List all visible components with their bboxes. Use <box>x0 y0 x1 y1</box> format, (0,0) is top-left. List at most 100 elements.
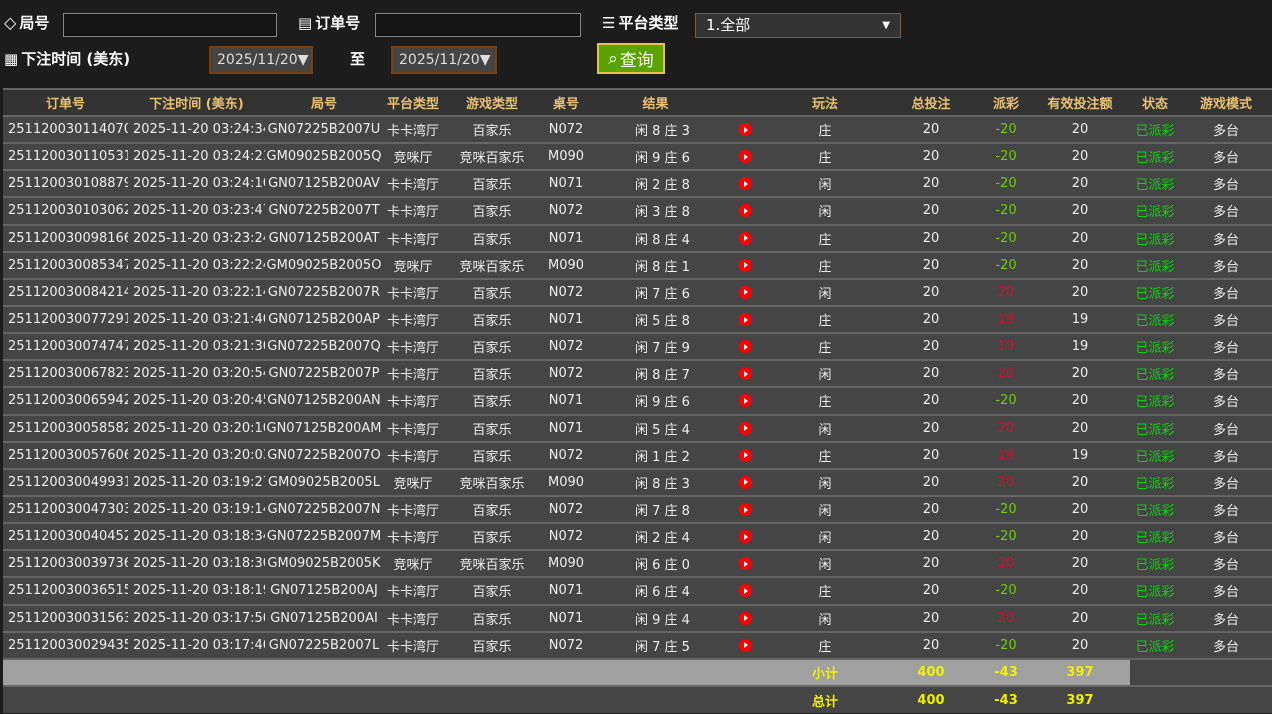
game-mode-cell: 多台 <box>1180 169 1272 198</box>
round-id-cell: GN07125B200AI <box>265 603 383 632</box>
order-id-cell: 251120030098166 <box>3 223 128 252</box>
play-video-icon[interactable] <box>738 150 752 164</box>
date-from-picker[interactable]: 2025/11/20▼ <box>209 46 313 74</box>
play-video-icon[interactable] <box>738 530 752 544</box>
play-video-icon[interactable] <box>738 285 752 299</box>
table-row[interactable]: 251120030103062 2025-11-20 03:23:47 GN0722… <box>3 196 1272 225</box>
video-cell <box>720 142 770 171</box>
play-video-icon[interactable] <box>738 611 752 625</box>
payout-cell: -20 <box>982 169 1030 198</box>
table-row[interactable]: 251120030036515 2025-11-20 03:18:19 GN0712… <box>3 576 1272 605</box>
table-row[interactable]: 251120030040452 2025-11-20 03:18:34 GN0722… <box>3 522 1272 551</box>
table-row[interactable]: 251120030029435 2025-11-20 03:17:40 GN0722… <box>3 630 1272 659</box>
valid-bet-cell: 20 <box>1030 277 1130 306</box>
result-cell: 闲 8 庄 3 <box>591 467 720 496</box>
game-mode-cell: 多台 <box>1180 223 1272 252</box>
game-mode-cell: 多台 <box>1180 440 1272 469</box>
query-button[interactable]: ⌕ 查询 <box>597 43 665 74</box>
column-header <box>720 88 770 116</box>
video-cell <box>720 223 770 252</box>
column-header: 局号 <box>265 88 383 116</box>
column-header: 游戏模式 <box>1180 88 1272 116</box>
order-input[interactable] <box>375 13 581 37</box>
play-video-icon[interactable] <box>738 123 752 137</box>
platform-cell: 卡卡湾厅 <box>383 413 443 442</box>
bet-time-cell: 2025-11-20 03:24:10 <box>128 169 265 198</box>
total-bet-cell: 20 <box>880 250 982 279</box>
play-video-icon[interactable] <box>738 204 752 218</box>
order-id-cell: 251120030103062 <box>3 196 128 225</box>
payout-cell: -20 <box>982 576 1030 605</box>
play-video-icon[interactable] <box>738 340 752 354</box>
result-cell: 闲 8 庄 1 <box>591 250 720 279</box>
table-row[interactable]: 251120030077291 2025-11-20 03:21:40 GN0712… <box>3 304 1272 334</box>
game-type-cell: 百家乐 <box>443 196 541 225</box>
table-row[interactable]: 251120030114070 2025-11-20 03:24:34 GN0722… <box>3 114 1272 144</box>
total-bet-cell: 20 <box>880 549 982 578</box>
status-cell: 已派彩 <box>1130 549 1180 578</box>
table-row[interactable]: 251120030047303 2025-11-20 03:19:14 GN0722… <box>3 494 1272 524</box>
bet-type-cell: 庄 <box>770 250 880 279</box>
status-cell: 已派彩 <box>1130 630 1180 659</box>
bet-type-cell: 庄 <box>770 332 880 361</box>
game-type-cell: 百家乐 <box>443 603 541 632</box>
play-video-icon[interactable] <box>738 177 752 191</box>
play-video-icon[interactable] <box>738 258 752 272</box>
result-cell: 闲 9 庄 6 <box>591 386 720 415</box>
column-header: 桌号 <box>541 88 591 116</box>
play-video-icon[interactable] <box>738 367 752 381</box>
game-mode-cell: 多台 <box>1180 386 1272 415</box>
order-id-cell: 251120030110531 <box>3 142 128 171</box>
column-header: 玩法 <box>770 88 880 116</box>
play-video-icon[interactable] <box>738 421 752 435</box>
play-video-icon[interactable] <box>738 448 752 462</box>
status-cell: 已派彩 <box>1130 440 1180 469</box>
play-video-icon[interactable] <box>738 557 752 571</box>
play-video-icon[interactable] <box>738 394 752 408</box>
platform-cell: 卡卡湾厅 <box>383 386 443 415</box>
table-row[interactable]: 251120030110531 2025-11-20 03:24:21 GM0902… <box>3 142 1272 171</box>
valid-bet-cell: 20 <box>1030 467 1130 496</box>
table-row[interactable]: 251120030084214 2025-11-20 03:22:14 GN0722… <box>3 277 1272 306</box>
game-mode-cell: 多台 <box>1180 250 1272 279</box>
game-mode-cell: 多台 <box>1180 142 1272 171</box>
play-video-icon[interactable] <box>738 475 752 489</box>
table-row[interactable]: 251120030031563 2025-11-20 03:17:50 GN0712… <box>3 603 1272 632</box>
table-row[interactable]: 251120030108879 2025-11-20 03:24:10 GN0712… <box>3 169 1272 198</box>
table-row[interactable]: 251120030058582 2025-11-20 03:20:10 GN0712… <box>3 413 1272 442</box>
game-type-cell: 百家乐 <box>443 576 541 605</box>
game-mode-cell: 多台 <box>1180 332 1272 361</box>
table-row[interactable]: 251120030085347 2025-11-20 03:22:24 GM0902… <box>3 250 1272 279</box>
table-row[interactable]: 251120030039736 2025-11-20 03:18:30 GM0902… <box>3 549 1272 578</box>
clipboard-icon: ▤ <box>298 13 313 32</box>
total-bet-cell: 20 <box>880 142 982 171</box>
bet-time-cell: 2025-11-20 03:17:40 <box>128 630 265 659</box>
column-header: 订单号 <box>3 88 128 116</box>
play-video-icon[interactable] <box>738 638 752 652</box>
play-video-icon[interactable] <box>738 231 752 245</box>
bet-time-cell: 2025-11-20 03:18:34 <box>128 522 265 551</box>
status-cell: 已派彩 <box>1130 304 1180 334</box>
table-row[interactable]: 251120030057606 2025-11-20 03:20:03 GN0722… <box>3 440 1272 469</box>
date-to-picker[interactable]: 2025/11/20▼ <box>391 46 497 74</box>
table-no-cell: M090 <box>541 549 591 578</box>
game-type-cell: 竞咪百家乐 <box>443 142 541 171</box>
table-row[interactable]: 251120030098166 2025-11-20 03:23:24 GN0712… <box>3 223 1272 252</box>
platform-select[interactable]: 1.全部 ▼ <box>695 13 901 38</box>
play-video-icon[interactable] <box>738 503 752 517</box>
table-no-cell: M090 <box>541 142 591 171</box>
table-row[interactable]: 251120030049931 2025-11-20 03:19:27 GM0902… <box>3 467 1272 496</box>
payout-cell: 19 <box>982 440 1030 469</box>
order-id-cell: 251120030077291 <box>3 304 128 334</box>
result-cell: 闲 3 庄 8 <box>591 196 720 225</box>
status-cell: 已派彩 <box>1130 223 1180 252</box>
table-row[interactable]: 251120030067823 2025-11-20 03:20:54 GN0722… <box>3 359 1272 388</box>
play-video-icon[interactable] <box>738 584 752 598</box>
round-input[interactable] <box>63 13 277 37</box>
table-row[interactable]: 251120030074747 2025-11-20 03:21:30 GN0722… <box>3 332 1272 361</box>
bet-time-cell: 2025-11-20 03:22:14 <box>128 277 265 306</box>
round-id-cell: GN07125B200AN <box>265 386 383 415</box>
table-row[interactable]: 251120030065942 2025-11-20 03:20:45 GN0712… <box>3 386 1272 415</box>
result-cell: 闲 2 庄 8 <box>591 169 720 198</box>
play-video-icon[interactable] <box>738 313 752 327</box>
